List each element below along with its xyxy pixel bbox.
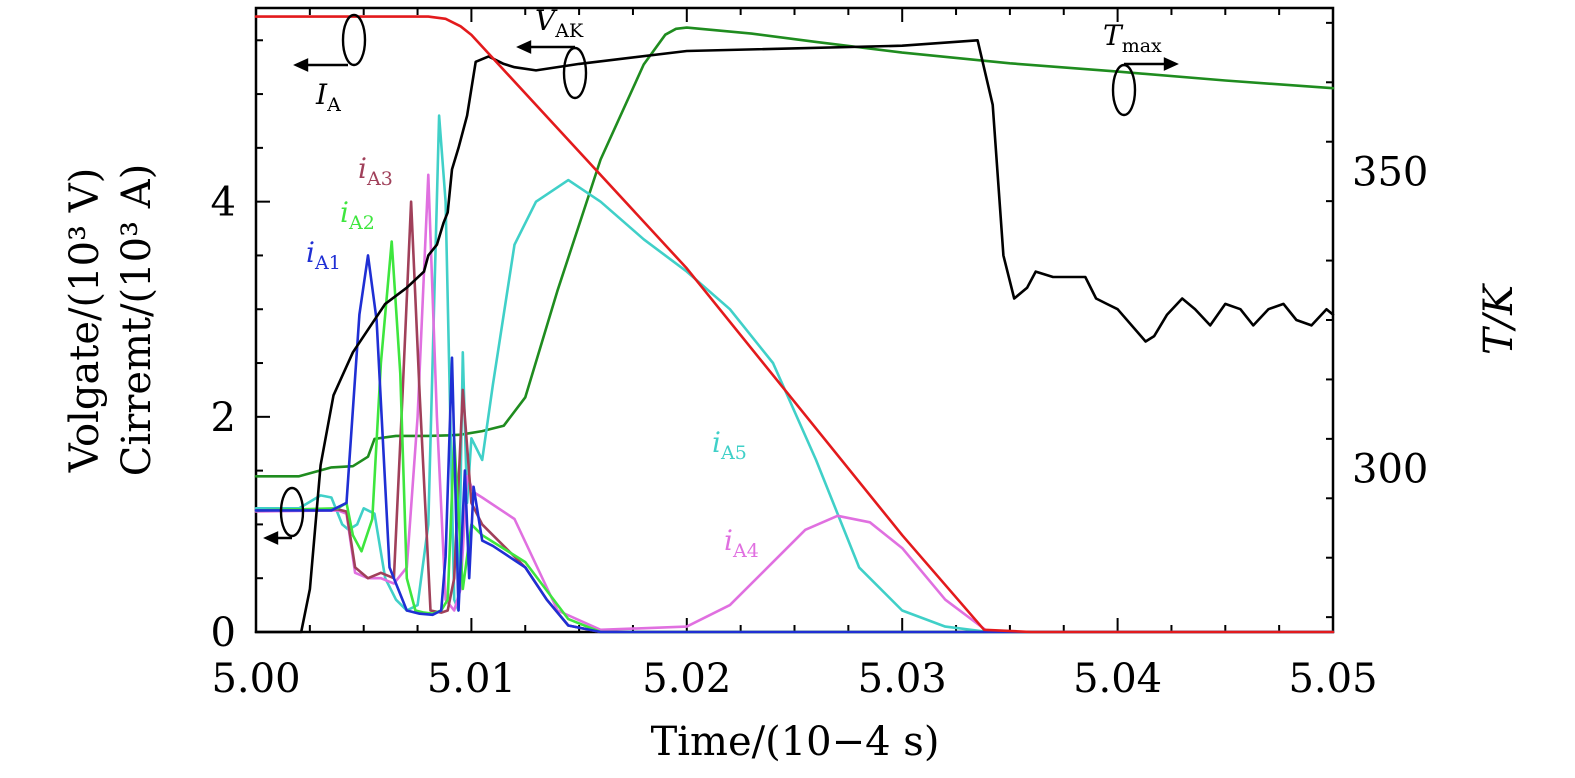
label-i-a3-base: i <box>358 152 367 185</box>
curves-layer <box>254 15 1335 634</box>
x-axis-title: Time/(10−4 s) <box>651 719 940 765</box>
x-tick-label: 5.05 <box>1288 656 1377 702</box>
label-i-a: IA <box>315 78 341 116</box>
t-max-start-marker-arrowhead <box>263 531 279 545</box>
label-i-a2-sub: A2 <box>348 212 375 234</box>
label-i-a1-sub: A1 <box>314 252 341 274</box>
i-a-axis-marker-ellipse <box>341 13 367 67</box>
y-tick-label: 2 <box>211 395 236 441</box>
label-i-a5-base: i <box>712 426 721 459</box>
x-tick-label: 5.02 <box>642 656 731 702</box>
v-ak-axis-marker-arrowhead <box>516 40 532 54</box>
label-i-a5-sub: A5 <box>720 442 747 464</box>
t-max-start-marker-ellipse <box>279 486 305 538</box>
x-tick-label: 5.04 <box>1073 656 1162 702</box>
v-ak-axis-marker-ellipse <box>562 46 588 100</box>
x-tick-label: 5.00 <box>211 656 300 702</box>
label-i-a-sub: A <box>326 94 341 116</box>
label-i-a1-base: i <box>306 236 315 269</box>
series-v-ak-line <box>254 39 1335 634</box>
label-i-a4: iA4 <box>724 524 759 562</box>
series-i-a-line <box>254 15 1335 634</box>
series-t-max-line <box>254 26 1335 478</box>
y2-tick-label: 300 <box>1352 447 1428 493</box>
label-i-a4-base: i <box>724 524 733 557</box>
y2-tick-label: 350 <box>1352 149 1428 195</box>
label-i-a3-sub: A3 <box>366 168 393 190</box>
ticks-layer: 5.00 5.01 5.02 5.03 5.04 5.05 0 2 4 300 350 <box>211 8 1428 702</box>
series-i-a5-line <box>254 114 1335 634</box>
y-tick-label: 4 <box>211 180 236 226</box>
label-i-a3: iA3 <box>358 152 393 190</box>
label-v-ak-sub: AK <box>554 20 584 42</box>
y2-axis-title: T/K <box>1476 283 1522 355</box>
i-a-axis-marker-arrowhead <box>293 58 309 72</box>
series-i-a1-line <box>254 254 1335 634</box>
label-v-ak-base: V <box>535 4 558 37</box>
y-axis-title-voltage: Volgate/(10³ V) <box>62 168 108 474</box>
label-i-a5: iA5 <box>712 426 747 464</box>
series-i-a2-line <box>254 240 1335 634</box>
label-t-max: Tmax <box>1103 19 1162 57</box>
label-i-a4-sub: A4 <box>732 540 759 562</box>
label-t-max-sub: max <box>1122 35 1162 57</box>
y-axis-title-current: Cirremt/(10³ A) <box>114 164 160 477</box>
y-tick-label: 0 <box>211 610 236 656</box>
x-tick-label: 5.01 <box>427 656 516 702</box>
label-i-a2: iA2 <box>340 196 375 234</box>
label-v-ak: VAK <box>535 4 584 42</box>
label-t-max-base: T <box>1103 19 1124 52</box>
t-max-axis-marker-arrowhead <box>1163 57 1179 71</box>
label-i-a1: iA1 <box>306 236 341 274</box>
annotation-markers <box>263 13 1179 545</box>
x-tick-label: 5.03 <box>858 656 947 702</box>
label-i-a-base: I <box>315 78 328 111</box>
label-i-a2-base: i <box>340 196 349 229</box>
